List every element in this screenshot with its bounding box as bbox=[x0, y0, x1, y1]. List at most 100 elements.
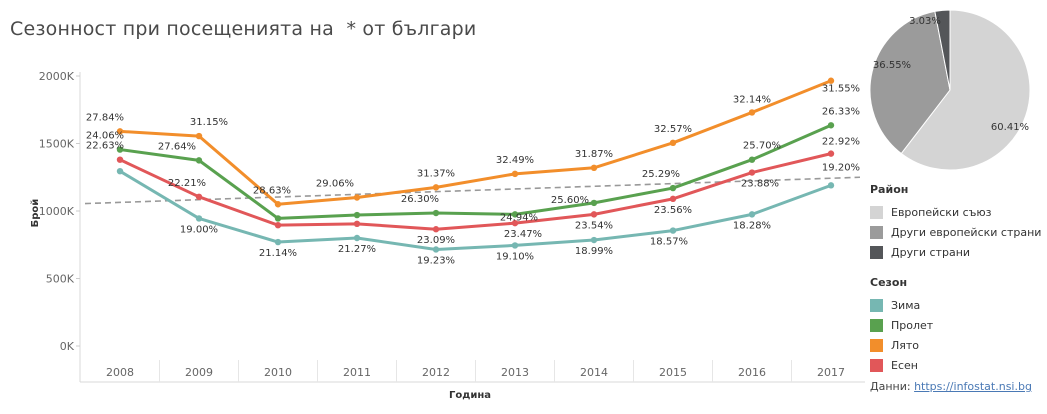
data-point bbox=[353, 194, 361, 201]
series-line-1 bbox=[119, 123, 832, 220]
data-point bbox=[669, 139, 677, 147]
data-label: 28.63% bbox=[253, 185, 291, 196]
source-note: Данни: https://infostat.nsi.bg bbox=[870, 380, 1032, 393]
y-tick-label: 500K bbox=[46, 273, 75, 286]
legend-item-autumn[interactable]: Есен bbox=[870, 355, 933, 375]
data-point bbox=[748, 109, 756, 116]
legend-swatch bbox=[870, 358, 883, 372]
data-label: 24.94% bbox=[500, 212, 538, 223]
x-tick-label: 2010 bbox=[264, 366, 292, 379]
data-label: 23.54% bbox=[575, 220, 613, 231]
data-label: 31.87% bbox=[575, 149, 613, 160]
data-point bbox=[590, 236, 598, 244]
data-point bbox=[195, 193, 203, 201]
data-label: 24.06% bbox=[86, 131, 124, 142]
legend-item-eu[interactable]: Европейски съюз bbox=[870, 202, 1041, 222]
data-label: 26.30% bbox=[401, 194, 439, 205]
data-label: 23.47% bbox=[504, 229, 542, 240]
data-label: 25.60% bbox=[551, 195, 589, 206]
legend-item-spring[interactable]: Пролет bbox=[870, 315, 933, 335]
legend-season: Сезон Зима Пролет Лято Есен bbox=[870, 276, 933, 375]
data-label: 22.63% bbox=[86, 141, 124, 152]
data-label: 25.70% bbox=[743, 141, 781, 152]
y-tick-label: 1500K bbox=[39, 138, 75, 151]
data-point bbox=[432, 209, 440, 217]
data-point bbox=[669, 195, 677, 203]
data-label: 31.15% bbox=[190, 117, 228, 128]
data-point bbox=[748, 211, 756, 218]
legend-item-winter[interactable]: Зима bbox=[870, 295, 933, 315]
legend-label: Пролет bbox=[891, 318, 934, 332]
data-point bbox=[827, 150, 835, 157]
data-label: 18.57% bbox=[650, 237, 688, 248]
data-point bbox=[432, 184, 440, 191]
legend-swatch bbox=[870, 318, 883, 332]
data-label: 18.99% bbox=[575, 246, 613, 257]
pie-slice-1 bbox=[869, 10, 951, 155]
legend-swatch bbox=[870, 205, 883, 219]
legend-label: Други европейски страни bbox=[891, 225, 1042, 239]
data-point bbox=[353, 234, 361, 242]
data-label: 27.84% bbox=[86, 112, 124, 123]
data-point bbox=[195, 157, 203, 164]
x-tick-label: 2017 bbox=[817, 366, 845, 379]
pie-label: 60.41% bbox=[991, 122, 1029, 133]
data-label: 27.64% bbox=[158, 141, 196, 152]
source-link[interactable]: https://infostat.nsi.bg bbox=[914, 380, 1032, 393]
data-label: 23.88% bbox=[741, 179, 779, 190]
pie-slice-2 bbox=[934, 9, 951, 91]
data-label: 22.92% bbox=[822, 137, 860, 148]
x-axis-title: Година bbox=[449, 390, 491, 401]
legend-item-other-europe[interactable]: Други европейски страни bbox=[870, 222, 1041, 242]
data-label: 26.33% bbox=[822, 106, 860, 117]
data-point bbox=[590, 199, 598, 207]
data-label: 19.23% bbox=[417, 255, 455, 266]
data-point bbox=[669, 227, 677, 234]
x-tick-label: 2008 bbox=[106, 366, 134, 379]
data-label: 25.29% bbox=[642, 169, 680, 180]
data-point bbox=[116, 128, 124, 135]
data-point bbox=[274, 221, 282, 229]
data-label: 31.37% bbox=[417, 168, 455, 179]
y-tick-label: 2000K bbox=[39, 70, 75, 83]
x-tick-label: 2016 bbox=[738, 366, 766, 379]
x-tick-label: 2014 bbox=[580, 366, 608, 379]
data-label: 19.10% bbox=[496, 251, 534, 262]
series-line-2 bbox=[119, 152, 832, 231]
pie-label: 36.55% bbox=[873, 60, 911, 71]
y-axis-title: Брой bbox=[30, 199, 41, 228]
x-tick-label: 2013 bbox=[501, 366, 529, 379]
data-point bbox=[195, 132, 203, 140]
data-label: 22.21% bbox=[168, 178, 206, 189]
legend-label: Лято bbox=[891, 338, 920, 352]
legend-label: Други страни bbox=[891, 245, 971, 259]
series-line-0 bbox=[119, 79, 832, 206]
data-label: 23.56% bbox=[654, 205, 692, 216]
legend-region: Район Европейски съюз Други европейски с… bbox=[870, 183, 1041, 262]
data-label: 32.57% bbox=[654, 124, 692, 135]
data-label: 32.49% bbox=[496, 155, 534, 166]
data-label: 31.55% bbox=[822, 84, 860, 95]
data-point bbox=[274, 238, 282, 246]
chart-title: Сезонност при посещенията на * от българ… bbox=[10, 18, 477, 40]
data-point bbox=[748, 156, 756, 163]
source-label: Данни: bbox=[870, 380, 915, 393]
data-point bbox=[590, 211, 598, 218]
legend-label: Зима bbox=[891, 298, 921, 312]
data-label: 23.09% bbox=[417, 235, 455, 246]
data-point bbox=[432, 246, 440, 253]
pie-label: 3.03% bbox=[909, 16, 941, 27]
legend-swatch bbox=[870, 298, 883, 312]
x-tick-label: 2011 bbox=[343, 366, 371, 379]
legend-item-summer[interactable]: Лято bbox=[870, 335, 933, 355]
data-point bbox=[274, 201, 282, 208]
y-tick-label: 0K bbox=[60, 340, 75, 353]
data-point bbox=[274, 215, 282, 222]
data-point bbox=[353, 220, 361, 228]
legend-label: Есен bbox=[891, 358, 918, 372]
data-label: 19.00% bbox=[180, 224, 218, 235]
data-label: 18.28% bbox=[733, 220, 771, 231]
legend-item-other-countries[interactable]: Други страни bbox=[870, 242, 1041, 262]
data-point bbox=[116, 167, 124, 175]
